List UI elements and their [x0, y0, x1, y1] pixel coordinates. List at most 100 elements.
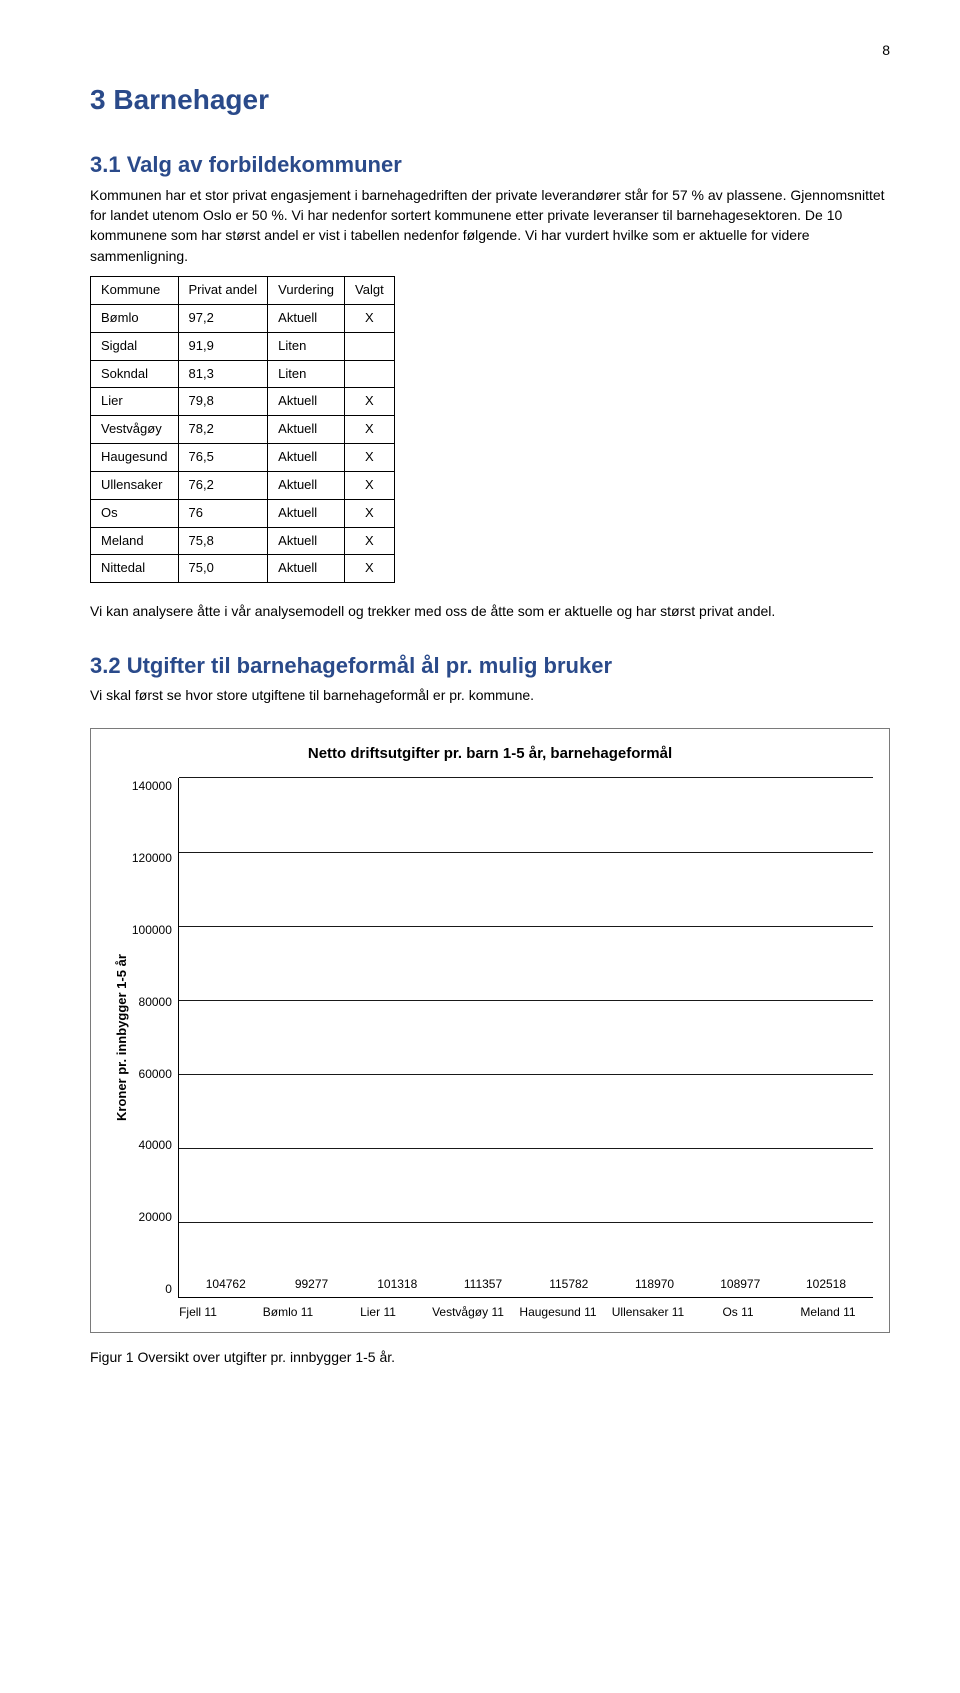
- table-cell: 76,5: [178, 444, 268, 472]
- table-cell: Aktuell: [268, 555, 345, 583]
- table-cell: Aktuell: [268, 471, 345, 499]
- table-cell: Sigdal: [91, 332, 179, 360]
- th-vurdering: Vurdering: [268, 276, 345, 304]
- gridline: [179, 1148, 873, 1149]
- page-number: 8: [90, 40, 890, 60]
- x-tick-label: Haugesund 11: [518, 1304, 597, 1321]
- bar-value-label: 102518: [806, 1276, 846, 1293]
- table-row: Meland75,8AktuellX: [91, 527, 395, 555]
- bar-wrap: 118970: [617, 1276, 692, 1297]
- table-cell: X: [345, 471, 395, 499]
- table-row: Ullensaker76,2AktuellX: [91, 471, 395, 499]
- chart-y-axis: 140000 120000 100000 80000 60000 40000 20000 0: [132, 778, 178, 1298]
- chart-x-labels: Fjell 11 Bømlo 11 Lier 11 Vestvågøy 11 Hauge…: [107, 1304, 873, 1321]
- x-tick-label: Bømlo 11: [248, 1304, 327, 1321]
- table-cell: Aktuell: [268, 499, 345, 527]
- table-cell: X: [345, 416, 395, 444]
- bar-wrap: 111357: [445, 1276, 520, 1297]
- x-tick-label: Fjell 11: [158, 1304, 237, 1321]
- heading-2-forbildekommuner: 3.1 Valg av forbildekommuner: [90, 149, 890, 181]
- kommune-table: Kommune Privat andel Vurdering Valgt Bøm…: [90, 276, 395, 583]
- table-cell: Nittedal: [91, 555, 179, 583]
- th-kommune: Kommune: [91, 276, 179, 304]
- table-cell: Vestvågøy: [91, 416, 179, 444]
- gridline: [179, 1074, 873, 1075]
- table-cell: Aktuell: [268, 304, 345, 332]
- table-cell: 81,3: [178, 360, 268, 388]
- table-cell: Aktuell: [268, 416, 345, 444]
- table-cell: 75,0: [178, 555, 268, 583]
- table-row: Lier79,8AktuellX: [91, 388, 395, 416]
- gridline: [179, 926, 873, 927]
- table-cell: Aktuell: [268, 388, 345, 416]
- x-tick-label: Vestvågøy 11: [428, 1304, 507, 1321]
- table-cell: Bømlo: [91, 304, 179, 332]
- y-tick: 0: [165, 1281, 172, 1298]
- table-cell: 76: [178, 499, 268, 527]
- table-row: Sokndal81,3Liten: [91, 360, 395, 388]
- table-header-row: Kommune Privat andel Vurdering Valgt: [91, 276, 395, 304]
- table-cell: Liten: [268, 332, 345, 360]
- table-cell: Haugesund: [91, 444, 179, 472]
- table-cell: 91,9: [178, 332, 268, 360]
- table-row: Sigdal91,9Liten: [91, 332, 395, 360]
- table-cell: Os: [91, 499, 179, 527]
- paragraph-chart-intro: Vi skal først se hvor store utgiftene ti…: [90, 685, 890, 705]
- table-cell: Lier: [91, 388, 179, 416]
- table-cell: X: [345, 388, 395, 416]
- table-row: Bømlo97,2AktuellX: [91, 304, 395, 332]
- x-tick-label: Lier 11: [338, 1304, 417, 1321]
- bar-value-label: 111357: [464, 1276, 502, 1293]
- chart-y-label: Kroner pr. innbygger 1-5 år: [107, 778, 132, 1298]
- chart-plot-area: 104762 99277 101318 111357 115782 118970 10897…: [178, 778, 873, 1298]
- y-tick: 140000: [132, 778, 172, 795]
- y-tick: 100000: [132, 922, 172, 939]
- paragraph-intro: Kommunen har et stor privat engasjement …: [90, 185, 890, 266]
- bar-wrap: 115782: [531, 1276, 606, 1297]
- y-tick: 120000: [132, 850, 172, 867]
- table-cell: 75,8: [178, 527, 268, 555]
- bar-wrap: 108977: [703, 1276, 778, 1297]
- gridline: [179, 777, 873, 778]
- heading-1: 3 Barnehager: [90, 80, 890, 121]
- bar-wrap: 99277: [274, 1276, 349, 1297]
- th-valgt: Valgt: [345, 276, 395, 304]
- table-cell: X: [345, 499, 395, 527]
- bar-wrap: 104762: [188, 1276, 263, 1297]
- bar-value-label: 101318: [377, 1276, 417, 1293]
- table-cell: 97,2: [178, 304, 268, 332]
- table-cell: Ullensaker: [91, 471, 179, 499]
- table-cell: 79,8: [178, 388, 268, 416]
- table-cell: Aktuell: [268, 444, 345, 472]
- x-tick-label: Meland 11: [788, 1304, 867, 1321]
- table-cell: 78,2: [178, 416, 268, 444]
- gridline: [179, 852, 873, 853]
- paragraph-analysis: Vi kan analysere åtte i vår analysemodel…: [90, 601, 890, 621]
- x-tick-label: Os 11: [698, 1304, 777, 1321]
- bar-wrap: 101318: [360, 1276, 435, 1297]
- table-cell: 76,2: [178, 471, 268, 499]
- y-tick: 40000: [139, 1137, 172, 1154]
- y-tick: 80000: [139, 994, 172, 1011]
- bar-wrap: 102518: [788, 1276, 863, 1297]
- chart-title: Netto driftsutgifter pr. barn 1-5 år, ba…: [107, 743, 873, 765]
- chart-container: Netto driftsutgifter pr. barn 1-5 år, ba…: [90, 728, 890, 1333]
- bar-value-label: 104762: [206, 1276, 246, 1293]
- heading-2-utgifter: 3.2 Utgifter til barnehageformål ål pr. …: [90, 650, 890, 682]
- table-row: Vestvågøy78,2AktuellX: [91, 416, 395, 444]
- table-row: Os76AktuellX: [91, 499, 395, 527]
- table-cell: Meland: [91, 527, 179, 555]
- x-tick-label: Ullensaker 11: [608, 1304, 687, 1321]
- table-cell: X: [345, 304, 395, 332]
- bar-value-label: 99277: [295, 1276, 328, 1293]
- table-row: Nittedal75,0AktuellX: [91, 555, 395, 583]
- table-cell: Liten: [268, 360, 345, 388]
- table-cell: X: [345, 555, 395, 583]
- table-cell: [345, 360, 395, 388]
- y-tick: 20000: [139, 1209, 172, 1226]
- y-tick: 60000: [139, 1066, 172, 1083]
- table-cell: [345, 332, 395, 360]
- th-privat-andel: Privat andel: [178, 276, 268, 304]
- gridline: [179, 1000, 873, 1001]
- gridline: [179, 1222, 873, 1223]
